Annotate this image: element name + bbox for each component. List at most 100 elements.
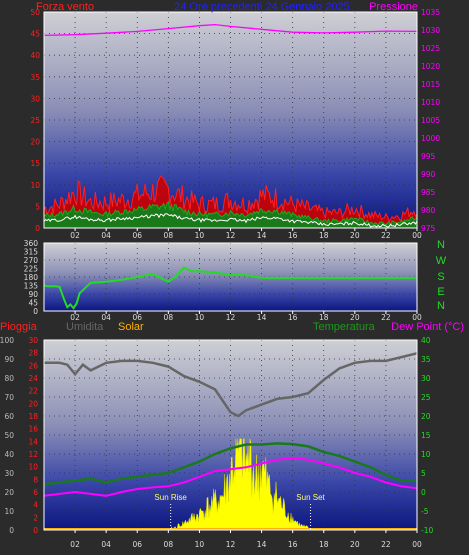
x-tick-label: 06 <box>132 231 142 240</box>
pressure-tick-label: 990 <box>421 170 436 179</box>
temperature-humidity-axes: 0102030405060708090100024681012141618202… <box>0 336 433 549</box>
compass-letter: W <box>436 255 447 267</box>
rain-tick-label: 30 <box>28 336 38 345</box>
pressure-line <box>43 23 418 37</box>
wind-direction-line <box>43 266 417 310</box>
temperature-tick-label: 5 <box>421 469 426 478</box>
humidity-tick-label: 50 <box>4 431 14 440</box>
pressure-tick-label: 1030 <box>421 26 440 35</box>
rain-tick-label: 12 <box>28 450 38 459</box>
pressure-tick-label: 975 <box>421 224 436 233</box>
wind-tick-label: 15 <box>30 159 40 168</box>
humidity-tick-label: 10 <box>4 507 14 516</box>
x-tick-label: 18 <box>319 540 329 549</box>
x-tick-label: 02 <box>70 540 80 549</box>
x-tick-label: 00 <box>412 540 422 549</box>
x-tick-label: 04 <box>101 540 111 549</box>
temperature-tick-label: 15 <box>421 431 431 440</box>
rain-tick-label: 2 <box>33 513 38 522</box>
humidity-tick-label: 70 <box>4 393 14 402</box>
humidity-tick-label: 40 <box>4 450 14 459</box>
temperature-tick-label: 20 <box>421 412 431 421</box>
x-tick-label: 06 <box>132 313 142 322</box>
x-tick-label: 12 <box>226 313 236 322</box>
x-tick-label: 22 <box>381 540 391 549</box>
compass-letter: N <box>437 239 445 251</box>
temperature-line <box>43 442 417 486</box>
compass-letter: E <box>437 286 444 298</box>
rain-tick-label: 0 <box>33 526 38 535</box>
rain-tick-label: 18 <box>28 412 38 421</box>
humidity-label: Umidita <box>66 321 104 333</box>
pressure-tick-label: 1000 <box>421 134 440 143</box>
x-tick-label: 10 <box>195 231 205 240</box>
x-tick-label: 00 <box>412 231 422 240</box>
pressure-tick-label: 1035 <box>421 8 440 17</box>
rain-tick-label: 24 <box>28 374 38 383</box>
x-tick-label: 16 <box>288 540 298 549</box>
dewpoint-label: Dew Point (°C) <box>391 321 464 333</box>
x-tick-label: 04 <box>101 231 111 240</box>
x-tick-label: 08 <box>164 540 174 549</box>
wind-tick-label: 10 <box>30 181 40 190</box>
pressure-tick-label: 1010 <box>421 98 440 107</box>
sunset-label: Sun Set <box>296 493 325 502</box>
x-tick-label: 22 <box>381 231 391 240</box>
x-tick-label: 04 <box>101 313 111 322</box>
rain-tick-label: 26 <box>28 361 38 370</box>
mean-wind-line <box>43 213 418 228</box>
panel1-title: 24 Ore precedenti 24 Gennaio 2025 <box>174 1 350 13</box>
x-tick-label: 22 <box>381 313 391 322</box>
rain-axis-label: Pioggia <box>0 321 38 333</box>
humidity-line <box>44 352 418 418</box>
x-tick-label: 18 <box>319 313 329 322</box>
wind-tick-label: 35 <box>30 73 40 82</box>
wind-pressure-series <box>43 23 418 228</box>
direction-tick-label: 0 <box>33 307 38 316</box>
wind-tick-label: 45 <box>30 30 40 39</box>
x-tick-label: 02 <box>70 313 80 322</box>
x-tick-label: 20 <box>350 231 360 240</box>
x-tick-label: 20 <box>350 540 360 549</box>
pressure-tick-label: 980 <box>421 206 436 215</box>
pressure-axis-label: Pressione <box>369 1 418 13</box>
temperature-tick-label: 30 <box>421 374 431 383</box>
x-tick-label: 16 <box>288 313 298 322</box>
x-tick-label: 02 <box>70 231 80 240</box>
compass-letter: S <box>437 271 444 283</box>
average-wind-area <box>44 201 417 228</box>
gust-line <box>43 175 418 222</box>
solar-area <box>170 438 311 531</box>
x-tick-label: 06 <box>132 540 142 549</box>
pressure-tick-label: 1025 <box>421 44 440 53</box>
x-tick-label: 20 <box>350 313 360 322</box>
x-tick-label: 12 <box>226 540 236 549</box>
rain-tick-label: 22 <box>28 387 38 396</box>
humidity-tick-label: 0 <box>9 526 14 535</box>
rain-tick-label: 4 <box>33 501 38 510</box>
compass-letter: N <box>437 300 445 312</box>
rain-tick-label: 16 <box>28 425 38 434</box>
wind-tick-label: 5 <box>35 202 40 211</box>
direction-tick-label: 180 <box>24 273 39 282</box>
solar-label: Solar <box>118 321 144 333</box>
x-tick-label: 10 <box>195 540 205 549</box>
pressure-tick-label: 995 <box>421 152 436 161</box>
x-tick-label: 12 <box>226 231 236 240</box>
direction-tick-label: 270 <box>24 256 39 265</box>
wind-tick-label: 40 <box>30 51 40 60</box>
humidity-tick-label: 60 <box>4 412 14 421</box>
pressure-tick-label: 1020 <box>421 62 440 71</box>
pressure-tick-label: 1015 <box>421 80 440 89</box>
temperature-tick-label: 10 <box>421 450 431 459</box>
x-tick-label: 14 <box>257 540 267 549</box>
temperature-tick-label: 25 <box>421 393 431 402</box>
x-tick-label: 00 <box>412 313 422 322</box>
wind-tick-label: 25 <box>30 116 40 125</box>
wind-axis-label: Forza vento <box>36 1 94 13</box>
temperature-humidity-series: Sun Rise Sun Set <box>43 352 418 531</box>
temperature-tick-label: -5 <box>421 507 429 516</box>
x-tick-label: 16 <box>288 231 298 240</box>
temperature-tick-label: 0 <box>421 488 426 497</box>
